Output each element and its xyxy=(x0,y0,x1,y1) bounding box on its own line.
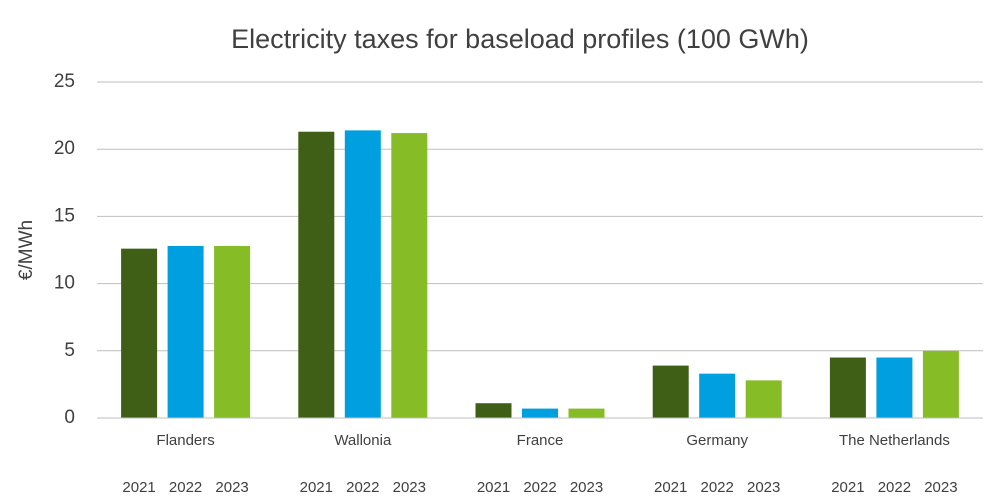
x-tick-label: France xyxy=(517,432,564,449)
bar xyxy=(475,403,512,418)
series-label: 2022 xyxy=(523,479,556,496)
chart-title: Electricity taxes for baseload profiles … xyxy=(231,24,809,54)
series-label: 2021 xyxy=(654,479,687,496)
bar xyxy=(391,133,428,418)
series-label: 2021 xyxy=(831,479,864,496)
bar xyxy=(876,357,913,418)
bar xyxy=(344,130,381,418)
y-tick-label: 25 xyxy=(54,71,75,92)
x-tick-label: Germany xyxy=(686,432,748,449)
x-tick-label: Wallonia xyxy=(334,432,392,449)
bar xyxy=(922,350,959,418)
bar xyxy=(745,380,782,418)
series-label: 2022 xyxy=(346,479,379,496)
series-label: 2021 xyxy=(477,479,510,496)
y-tick-label: 15 xyxy=(54,205,75,226)
bar xyxy=(214,245,251,418)
x-tick-label: The Netherlands xyxy=(839,432,950,449)
series-label: 2022 xyxy=(169,479,202,496)
series-label: 2021 xyxy=(122,479,155,496)
y-tick-label: 20 xyxy=(54,138,75,159)
y-tick-label: 10 xyxy=(54,273,75,294)
bar xyxy=(829,357,866,418)
bar xyxy=(699,373,736,418)
series-label: 2023 xyxy=(215,479,248,496)
series-label: 2023 xyxy=(393,479,426,496)
series-label: 2023 xyxy=(924,479,957,496)
series-label: 2023 xyxy=(747,479,780,496)
bar xyxy=(568,408,605,418)
x-tick-label: Flanders xyxy=(156,432,214,449)
bar xyxy=(167,245,204,418)
bar xyxy=(522,408,558,418)
series-label: 2023 xyxy=(570,479,603,496)
y-axis-label: €/MWh xyxy=(16,220,37,280)
series-label: 2021 xyxy=(300,479,333,496)
bar xyxy=(121,248,158,418)
series-label: 2022 xyxy=(701,479,734,496)
bar xyxy=(652,365,689,418)
bar xyxy=(298,131,335,418)
y-tick-label: 5 xyxy=(64,340,75,361)
series-label: 2022 xyxy=(878,479,911,496)
y-tick-label: 0 xyxy=(64,407,75,428)
